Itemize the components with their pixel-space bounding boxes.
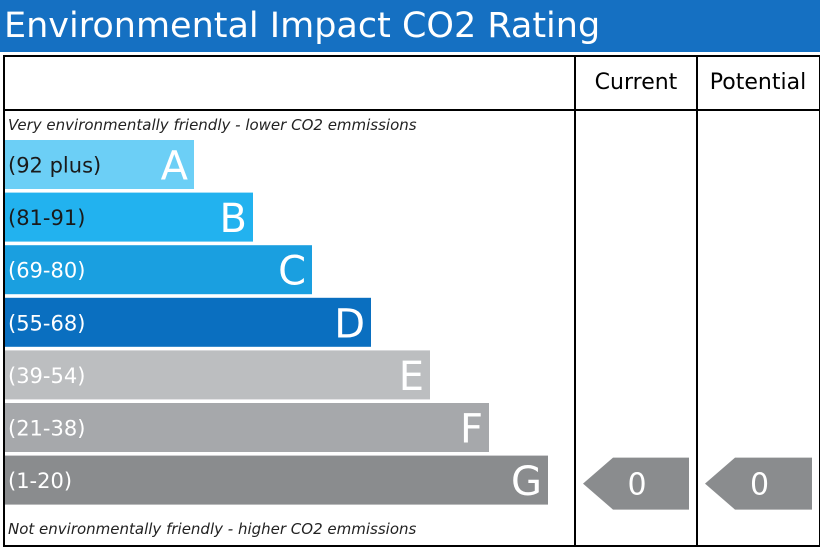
current-rating-value: 0 <box>627 468 646 503</box>
band-b-bar <box>5 192 253 242</box>
band-b-range: (81-91) <box>8 206 85 230</box>
band-b-letter: B <box>220 196 247 242</box>
band-g-letter: G <box>511 459 542 505</box>
current-column-header: Current <box>594 70 678 95</box>
header-divider <box>3 109 820 111</box>
band-a-letter: A <box>161 144 189 190</box>
band-a-bar <box>5 140 194 189</box>
band-e: (39-54) E <box>5 350 430 400</box>
band-f-bar <box>5 403 489 452</box>
band-g-range: (1-20) <box>8 469 72 493</box>
band-c: (69-80) C <box>5 245 312 295</box>
band-d: (55-68) D <box>5 297 371 347</box>
band-d-range: (55-68) <box>8 311 85 335</box>
top-note: Very environmentally friendly - lower CO… <box>8 116 417 134</box>
band-f-letter: F <box>460 407 483 453</box>
potential-column-divider <box>696 55 698 547</box>
band-c-range: (69-80) <box>8 259 85 283</box>
band-g-bar <box>5 455 548 505</box>
band-f: (21-38) F <box>5 403 489 453</box>
current-pointer-shape <box>583 457 689 510</box>
band-b: (81-91) B <box>5 192 253 242</box>
band-g: (1-20) G <box>5 455 548 505</box>
potential-rating-value: 0 <box>750 468 769 503</box>
band-c-bar <box>5 245 312 295</box>
bottom-note: Not environmentally friendly - higher CO… <box>8 520 417 538</box>
band-e-range: (39-54) <box>8 364 85 388</box>
band-a-range: (92 plus) <box>8 154 101 178</box>
band-e-letter: E <box>399 354 424 400</box>
potential-pointer-shape <box>705 457 812 510</box>
current-column-divider <box>574 55 576 547</box>
potential-column-header: Potential <box>709 70 807 95</box>
chart-title: Environmental Impact CO2 Rating <box>0 0 820 52</box>
band-d-letter: D <box>334 301 365 347</box>
band-d-bar <box>5 297 371 347</box>
current-rating-pointer: 0 <box>583 457 689 510</box>
band-f-range: (21-38) <box>8 417 85 441</box>
band-a: (92 plus) A <box>5 140 194 190</box>
band-c-letter: C <box>278 249 306 295</box>
potential-rating-pointer: 0 <box>705 457 812 510</box>
band-e-bar <box>5 350 430 400</box>
